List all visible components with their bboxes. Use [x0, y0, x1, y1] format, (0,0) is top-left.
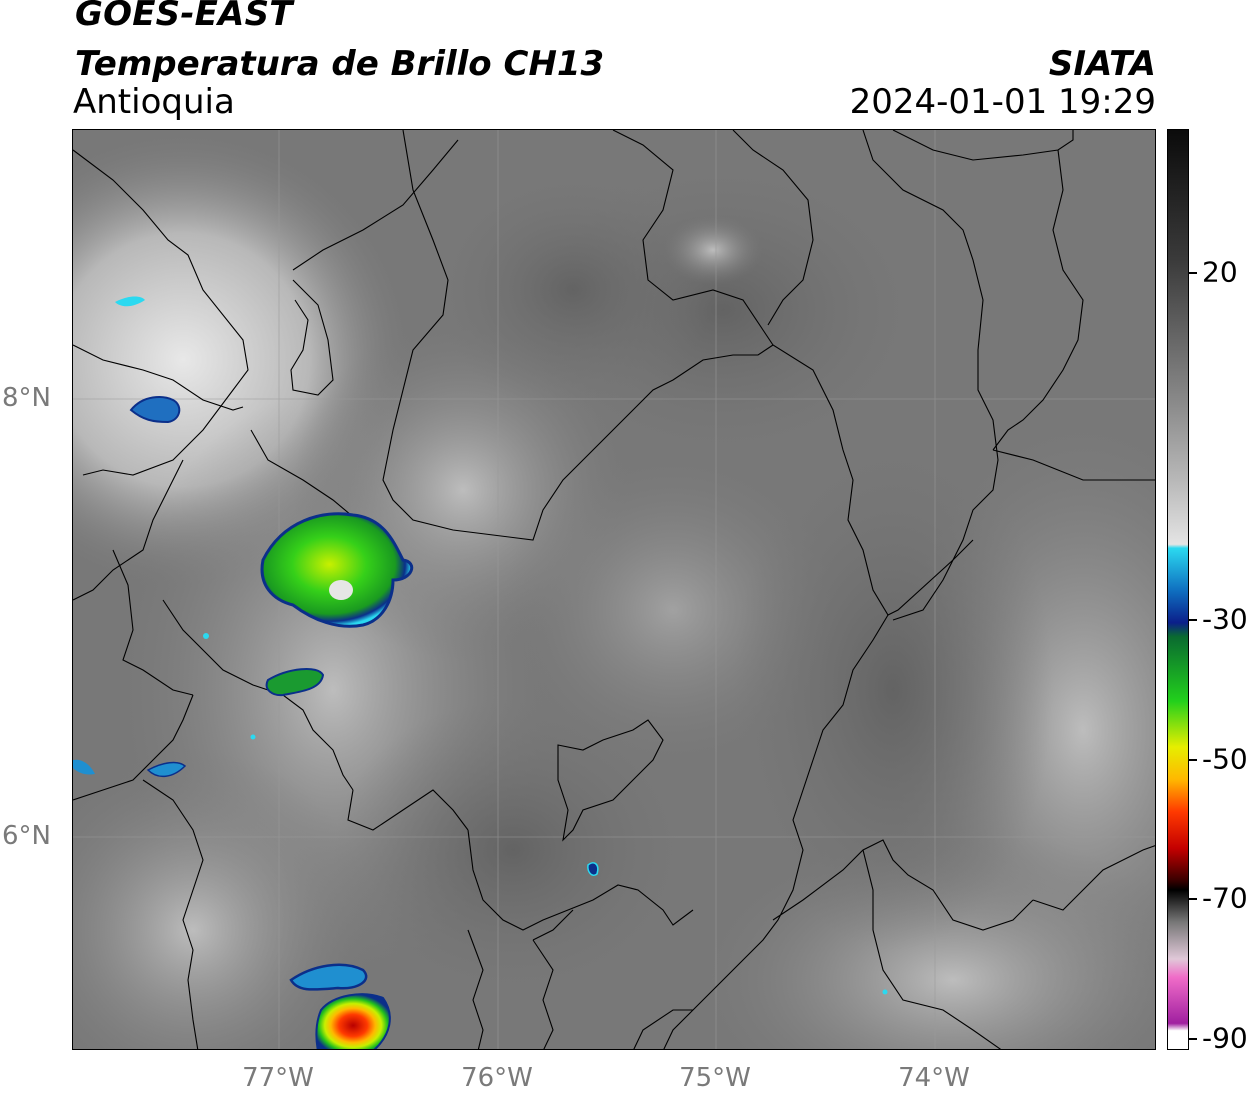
- satellite-map[interactable]: [72, 129, 1156, 1050]
- convective-cells: [73, 296, 888, 1049]
- lon-label-75w: 75°W: [679, 1063, 751, 1093]
- lon-label-74w: 74°W: [898, 1063, 970, 1093]
- graticule: [73, 130, 1155, 1049]
- colorbar-tick: [1189, 898, 1197, 900]
- datetime-label: 2024-01-01 19:29: [849, 82, 1156, 122]
- colorbar: [1167, 129, 1189, 1050]
- lat-label-8n: 8°N: [2, 383, 51, 413]
- borders: [73, 130, 1155, 1049]
- colorbar-tick: [1189, 619, 1197, 621]
- lon-label-76w: 76°W: [461, 1063, 533, 1093]
- colorbar-tick: [1189, 759, 1197, 761]
- region-label: Antioquia: [73, 82, 235, 122]
- lat-label-6n: 6°N: [2, 821, 51, 851]
- colorbar-label-20: 20: [1202, 255, 1238, 289]
- colorbar-label-minus90: -90: [1202, 1021, 1248, 1055]
- satellite-title: GOES-EAST: [75, 0, 293, 34]
- brand-label: SIATA: [1048, 44, 1156, 84]
- map-canvas: [73, 130, 1155, 1049]
- colorbar-tick: [1189, 272, 1197, 274]
- colorbar-tick: [1189, 1038, 1197, 1040]
- colorbar-label-minus50: -50: [1202, 742, 1248, 776]
- product-title: Temperatura de Brillo CH13: [75, 44, 605, 84]
- colorbar-label-minus30: -30: [1202, 602, 1248, 636]
- lon-label-77w: 77°W: [242, 1063, 314, 1093]
- colorbar-label-minus70: -70: [1202, 881, 1248, 915]
